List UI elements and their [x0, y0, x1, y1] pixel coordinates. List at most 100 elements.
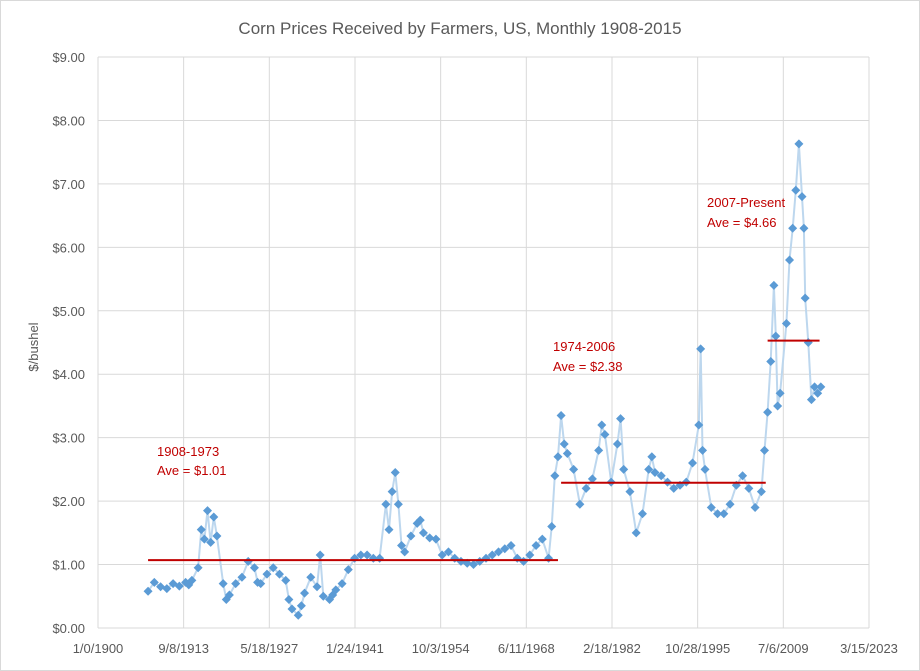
data-point	[600, 429, 610, 439]
data-point	[174, 581, 184, 591]
data-point	[759, 445, 769, 455]
data-point	[393, 499, 403, 509]
y-tick-label: $7.00	[52, 177, 85, 192]
x-tick-label: 1/24/1941	[326, 641, 384, 656]
x-tick-label: 9/8/1913	[158, 641, 209, 656]
data-point	[766, 357, 776, 367]
y-tick-label: $9.00	[52, 50, 85, 65]
data-point	[212, 531, 222, 541]
average-label-period: 2007-Present	[707, 195, 785, 210]
data-point	[688, 458, 698, 468]
data-point	[343, 565, 353, 575]
data-point	[550, 471, 560, 481]
x-tick-label: 5/18/1927	[240, 641, 298, 656]
data-point	[249, 563, 259, 573]
data-point	[562, 449, 572, 459]
data-point	[612, 439, 622, 449]
average-label-value: Ave = $1.01	[157, 463, 227, 478]
y-tick-label: $8.00	[52, 113, 85, 128]
data-point	[594, 445, 604, 455]
data-point	[312, 582, 322, 592]
data-point	[813, 388, 823, 398]
data-point	[281, 575, 291, 585]
average-label-period: 1908-1973	[157, 444, 219, 459]
data-point	[544, 553, 554, 563]
data-point	[218, 579, 228, 589]
data-point	[631, 528, 641, 538]
gridlines	[97, 56, 870, 629]
data-point	[187, 575, 197, 585]
data-point	[315, 550, 325, 560]
data-point	[616, 414, 626, 424]
data-point	[559, 439, 569, 449]
y-tick-label: $3.00	[52, 431, 85, 446]
data-point	[706, 502, 716, 512]
data-point	[769, 280, 779, 290]
data-point	[203, 506, 213, 516]
data-point	[390, 468, 400, 478]
data-point	[287, 604, 297, 614]
x-tick-label: 1/0/1900	[73, 641, 124, 656]
data-point	[268, 563, 278, 573]
x-tick-label: 7/6/2009	[758, 641, 809, 656]
data-point	[781, 318, 791, 328]
y-axis-title: $/bushel	[26, 322, 41, 371]
data-point	[799, 223, 809, 233]
data-point	[771, 331, 781, 341]
data-point	[785, 255, 795, 265]
data-point	[788, 223, 798, 233]
data-point	[791, 185, 801, 195]
data-point	[431, 534, 441, 544]
data-point	[362, 550, 372, 560]
data-point	[756, 487, 766, 497]
data-point	[284, 594, 294, 604]
data-point	[415, 515, 425, 525]
data-point	[306, 572, 316, 582]
data-point	[224, 590, 234, 600]
data-point	[274, 569, 284, 579]
data-point	[143, 586, 153, 596]
x-tick-label: 10/3/1954	[412, 641, 470, 656]
chart-title: Corn Prices Received by Farmers, US, Mon…	[238, 19, 681, 38]
y-tick-label: $4.00	[52, 367, 85, 382]
data-point	[619, 464, 629, 474]
data-point	[556, 410, 566, 420]
data-point	[494, 547, 504, 557]
data-point	[794, 139, 804, 149]
data-point	[575, 499, 585, 509]
data-point	[744, 483, 754, 493]
data-point	[800, 293, 810, 303]
data-point	[356, 550, 366, 560]
data-point	[318, 591, 328, 601]
data-point	[487, 550, 497, 560]
data-point	[196, 525, 206, 535]
data-point	[597, 420, 607, 430]
data-point	[231, 579, 241, 589]
data-point	[816, 382, 826, 392]
data-point	[569, 464, 579, 474]
data-point	[698, 445, 708, 455]
data-point	[806, 395, 816, 405]
series-markers	[143, 139, 826, 620]
y-tick-label: $0.00	[52, 621, 85, 636]
data-point	[418, 528, 428, 538]
data-point	[468, 560, 478, 570]
data-point	[293, 610, 303, 620]
data-point	[375, 553, 385, 563]
data-point	[331, 585, 341, 595]
data-point	[803, 338, 813, 347]
data-point	[406, 531, 416, 541]
data-point	[381, 499, 391, 509]
y-tick-label: $6.00	[52, 240, 85, 255]
x-tick-label: 3/15/2023	[840, 641, 898, 656]
data-point	[797, 192, 807, 202]
data-point	[337, 579, 347, 589]
data-point	[644, 464, 654, 474]
data-point	[300, 588, 310, 598]
annotations: 1908-1973 Ave = $1.01 1974-2006 Ave = $2.38…	[157, 195, 785, 478]
data-point	[387, 487, 397, 497]
data-point	[149, 577, 159, 587]
y-tick-label: $2.00	[52, 494, 85, 509]
